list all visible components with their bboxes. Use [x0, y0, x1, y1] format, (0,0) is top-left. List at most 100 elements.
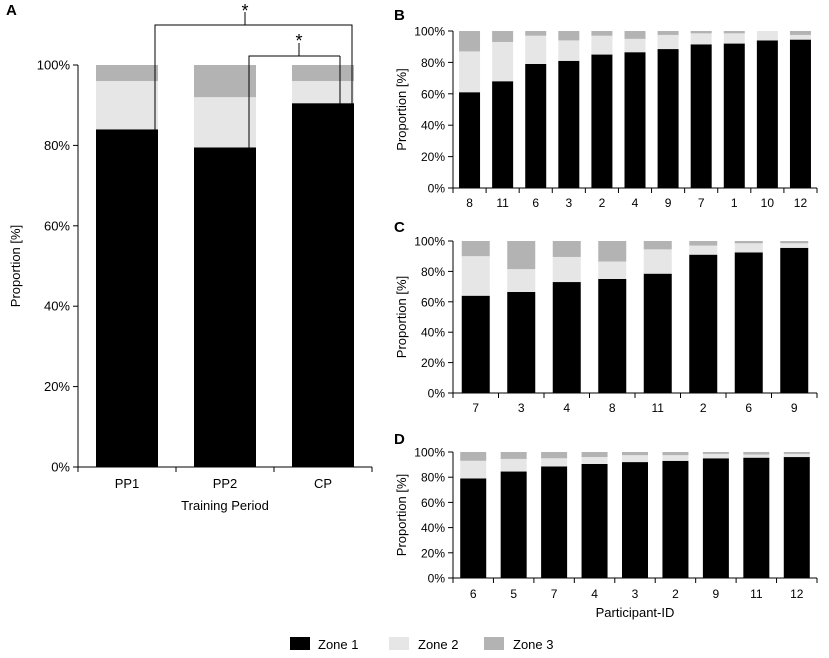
panel-c-category-label: 3	[518, 401, 525, 415]
panel-c-bar-3-zone3	[507, 241, 536, 270]
panel-c-category-label: 4	[563, 401, 570, 415]
panel-b-letter: B	[394, 7, 405, 24]
panel-b-category-label: 11	[496, 196, 509, 210]
panel-b-category-label: 2	[599, 196, 606, 210]
panel-b-bar-12-zone1	[789, 39, 811, 189]
significance-star-inner: *	[295, 31, 302, 51]
panel-a-bar-PP1-zone3	[96, 65, 158, 82]
panel-c-bar-11-zone3	[643, 241, 672, 250]
panel-b-bar-3-zone3	[558, 31, 580, 41]
panel-a-chart: A 0% 20% 40% 60% 80% 100% PP1 PP2 CP Proportion […	[6, 2, 373, 513]
panel-d-bar-7-zone3	[541, 452, 568, 459]
legend-label-zone1: Zone 1	[318, 637, 358, 652]
panel-c-category-label: 7	[472, 401, 479, 415]
panel-d-ytick-label: 80%	[421, 471, 445, 485]
panel-b-bar-3-zone2	[558, 40, 580, 61]
panel-d-bar-5-zone2	[500, 458, 527, 472]
panel-b-bar-11-zone3	[492, 31, 514, 42]
panel-b-bar-2-zone3	[591, 31, 613, 36]
panel-c-bar-4-zone3	[552, 241, 581, 257]
panel-c-ytick-label: 80%	[421, 265, 445, 279]
panel-d-category-label: 5	[510, 587, 517, 601]
panel-b-bar-7-zone3	[690, 31, 712, 34]
panel-d-bar-7-zone1	[541, 466, 568, 578]
panel-b-bar-6-zone2	[525, 35, 547, 64]
panel-b-category-label: 8	[466, 196, 473, 210]
panel-b-ytick-label: 80%	[421, 56, 445, 70]
panel-d-ytick-label: 20%	[421, 546, 445, 560]
panel-d-bar-9-zone1	[702, 458, 729, 578]
panel-c-ytick-label: 20%	[421, 356, 445, 370]
panel-d-ytick-label: 0%	[428, 572, 446, 586]
panel-d-bar-2-zone3	[662, 452, 689, 456]
legend-swatch-zone2	[389, 637, 409, 650]
panel-a-ytick-label: 80%	[44, 138, 70, 153]
panel-c-bar-2-zone1	[689, 254, 718, 393]
panel-d-bar-11-zone3	[743, 452, 770, 455]
panel-a-ytick-label: 60%	[44, 218, 70, 233]
panel-d-x-axis-title: Participant-ID	[596, 605, 675, 620]
panel-d-bar-2-zone1	[662, 460, 689, 578]
panel-b-bar-8-zone3	[459, 31, 481, 52]
panel-a-x-axis-title: Training Period	[181, 498, 269, 513]
panel-b-bar-12-zone2	[789, 34, 811, 40]
panel-d-bar-11-zone1	[743, 457, 770, 578]
panel-b-ytick-label: 40%	[421, 119, 445, 133]
legend: Zone 1 Zone 2 Zone 3	[290, 637, 553, 652]
panel-c-bar-3-zone2	[507, 269, 536, 292]
panel-d-bar-4-zone1	[581, 463, 608, 578]
panel-d-bar-5-zone3	[500, 452, 527, 459]
panel-c-y-axis-title: Proportion [%]	[394, 276, 409, 358]
panel-a-ytick-label: 40%	[44, 299, 70, 314]
panel-d-bar-4-zone2	[581, 457, 608, 464]
panel-d-bar-9-zone3	[702, 452, 729, 454]
panel-d-category-label: 7	[551, 587, 558, 601]
legend-swatch-zone3	[484, 637, 504, 650]
panel-b-bar-11-zone1	[492, 81, 514, 188]
panel-c-ytick-label: 100%	[414, 235, 445, 249]
panel-b-category-label: 12	[794, 196, 808, 210]
panel-c-category-label: 8	[609, 401, 616, 415]
legend-label-zone3: Zone 3	[513, 637, 553, 652]
significance-star-top: *	[241, 1, 248, 21]
panel-b-bar-9-zone1	[657, 49, 679, 189]
panel-d-chart: D 0% 20% 40% 60% 80% 100% 6 5 7 4 3 2 9 11 12 Proportio…	[394, 431, 818, 620]
panel-a-bar-PP2-zone1	[194, 147, 256, 467]
panel-a-ytick-label: 0%	[51, 460, 70, 475]
panel-b-category-label: 9	[665, 196, 672, 210]
panel-b-bar-1-zone1	[723, 43, 745, 189]
panel-b-bar-4-zone3	[624, 31, 646, 39]
panel-a-letter: A	[6, 2, 17, 19]
panel-c-bar-9-zone3	[780, 241, 809, 244]
panel-c-bar-9-zone1	[780, 247, 809, 393]
panel-a-ytick-label: 20%	[44, 379, 70, 394]
panel-b-bar-4-zone1	[624, 52, 646, 188]
panel-d-bar-3-zone3	[622, 452, 648, 456]
panel-c-bar-4-zone1	[552, 282, 581, 393]
panel-d-category-label: 6	[470, 587, 477, 601]
panel-b-bar-9-zone3	[657, 31, 679, 35]
panel-d-letter: D	[394, 431, 405, 448]
panel-c-category-label: 11	[652, 401, 665, 415]
panel-c-letter: C	[394, 219, 405, 236]
panel-d-ytick-label: 100%	[414, 446, 445, 460]
panel-d-bar-4-zone3	[581, 452, 608, 458]
panel-c-category-label: 9	[791, 401, 798, 415]
legend-label-zone2: Zone 2	[418, 637, 458, 652]
panel-c-category-label: 2	[700, 401, 707, 415]
panel-c-bar-2-zone2	[689, 245, 718, 255]
panel-b-category-label: 7	[698, 196, 705, 210]
panel-c-bar-11-zone1	[643, 273, 672, 393]
panel-b-category-label: 1	[731, 196, 738, 210]
panel-b-bar-1-zone3	[723, 31, 745, 34]
panel-d-bar-12-zone1	[783, 457, 810, 578]
panel-d-bar-9-zone2	[702, 453, 729, 459]
panel-a-bar-PP2-zone3	[194, 65, 256, 98]
panel-d-ytick-label: 60%	[421, 496, 445, 510]
panel-a-bar-PP1-zone1	[96, 129, 158, 467]
panel-b-category-label: 6	[532, 196, 539, 210]
panel-c-bar-3-zone1	[507, 291, 536, 393]
panel-d-bar-12-zone3	[783, 452, 810, 454]
panel-d-bar-7-zone2	[541, 458, 568, 467]
panel-c-ytick-label: 0%	[428, 387, 446, 401]
